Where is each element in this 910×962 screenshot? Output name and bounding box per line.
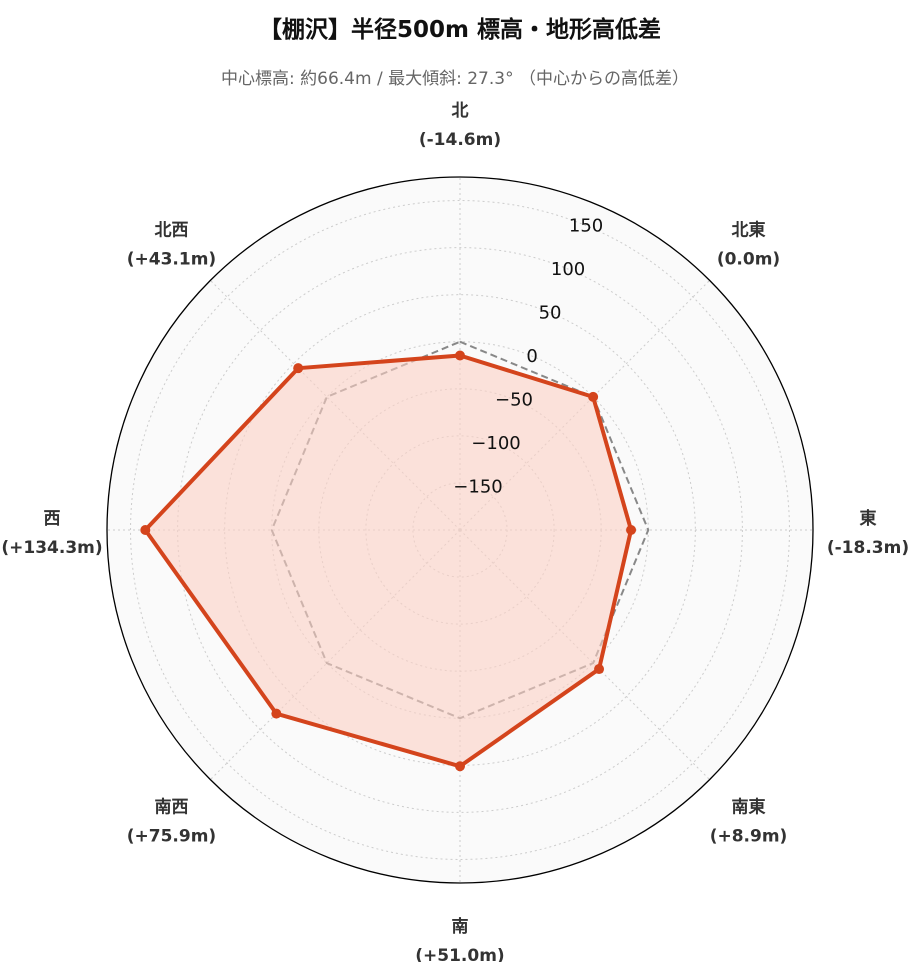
r-tick-label-4: 50: [539, 303, 562, 324]
data-point-6: [140, 525, 151, 535]
category-label-5: 南西: [155, 797, 189, 818]
category-label-3: 南東: [732, 797, 766, 818]
category-value-5: (+75.9m): [127, 827, 216, 847]
polar-frame: [106, 176, 814, 884]
grid-circle-6: [130, 200, 790, 860]
chart-subtitle: 中心標高: 約66.4m / 最大傾斜: 27.3° （中心からの高低差）: [221, 69, 689, 89]
data-point-4: [455, 761, 465, 772]
data-point-2: [626, 525, 637, 535]
category-value-1: (0.0m): [717, 250, 780, 270]
data-point-7: [293, 363, 304, 374]
category-label-7: 北西: [155, 221, 189, 241]
r-tick-label-6: 150: [569, 216, 603, 237]
data-point-0: [455, 350, 465, 361]
data-point-3: [594, 664, 605, 675]
category-label-0: 北: [452, 101, 469, 121]
data-point-5: [271, 708, 282, 719]
category-value-3: (+8.9m): [710, 827, 788, 847]
category-label-2: 東: [860, 508, 877, 529]
category-label-4: 南: [452, 916, 469, 937]
data-point-1: [588, 391, 599, 402]
category-value-0: (-14.6m): [419, 130, 501, 150]
category-value-7: (+43.1m): [127, 250, 216, 270]
category-label-1: 北東: [732, 220, 766, 241]
series-area: [145, 355, 632, 767]
category-label-6: 西: [44, 509, 61, 529]
r-tick-label-0: −150: [453, 477, 502, 498]
r-tick-label-1: −100: [471, 433, 520, 454]
chart-title: 【棚沢】半径500m 標高・地形高低差: [259, 16, 661, 43]
category-value-2: (-18.3m): [827, 538, 909, 558]
plot-area: −150 −100 −50 0 50 100 150 北 (-14.6m) 北東 (0.0m) 東 (-…: [1, 101, 909, 962]
r-tick-label-2: −50: [495, 390, 533, 411]
r-tick-label-3: 0: [526, 346, 537, 367]
category-value-4: (+51.0m): [415, 946, 504, 962]
r-tick-label-5: 100: [551, 259, 585, 280]
category-value-6: (+134.3m): [1, 538, 102, 558]
